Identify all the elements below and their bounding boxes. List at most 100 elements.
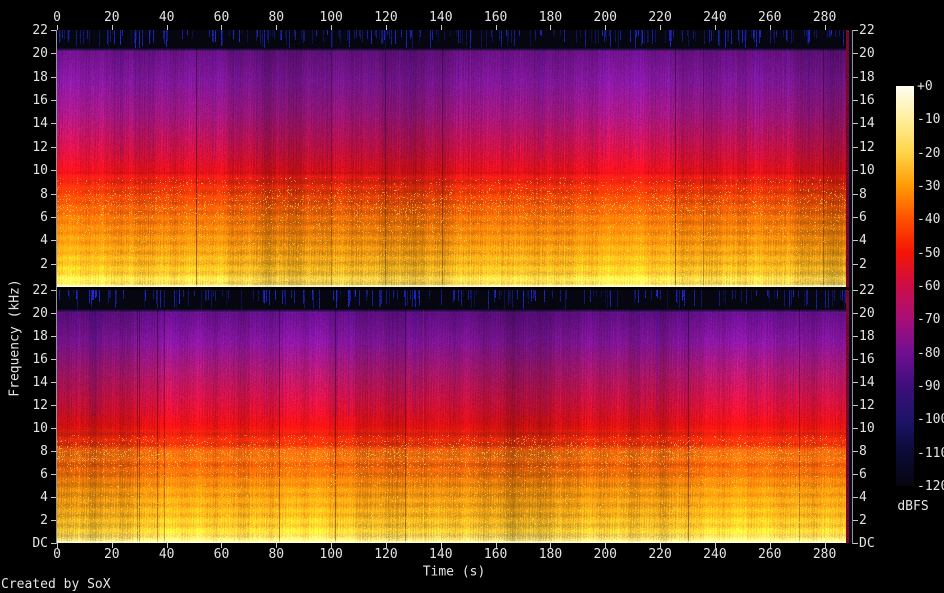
time-axis-tick-label: 280	[812, 547, 837, 562]
freq-axis-tick	[853, 290, 858, 291]
colorbar-tick-label: -70	[917, 312, 941, 328]
freq-axis-tick-label: 14	[859, 375, 875, 390]
freq-axis-tick	[51, 543, 56, 544]
freq-axis-tick-label: 2	[40, 513, 48, 528]
freq-axis-tick	[853, 451, 858, 452]
freq-axis-tick-label: 16	[32, 93, 48, 109]
freq-axis-tick-label: 6	[859, 209, 867, 225]
time-axis-tick	[550, 543, 552, 548]
time-axis-tick	[221, 543, 223, 548]
time-axis-tick-label: 0	[53, 547, 61, 562]
time-axis-tick	[57, 25, 58, 30]
time-axis-tick	[550, 25, 552, 30]
time-axis-tick	[440, 543, 442, 548]
freq-axis-tick	[51, 313, 56, 314]
freq-axis-tick	[853, 100, 858, 102]
time-axis-tick	[166, 25, 168, 30]
freq-axis-tick-label: 4	[40, 490, 48, 505]
freq-axis-tick-label: 6	[40, 467, 48, 482]
freq-axis-tick	[51, 193, 56, 195]
time-axis-tick-label: 0	[53, 10, 61, 25]
freq-axis-tick-label: 14	[859, 116, 875, 132]
freq-axis-tick-label: 12	[32, 398, 48, 413]
freq-axis-tick-label: 8	[859, 186, 867, 202]
time-axis-tick	[276, 25, 278, 30]
time-axis-tick-label: 140	[429, 547, 453, 562]
time-axis-tick-label: 80	[268, 547, 285, 562]
time-axis-tick-label: 280	[812, 10, 837, 25]
colorbar-tick-label: -110	[917, 445, 944, 461]
time-axis-tick	[769, 543, 771, 548]
time-axis-tick-label: 220	[648, 10, 672, 25]
freq-axis-tick-label: 20	[859, 46, 875, 62]
freq-axis-tick-label: 20	[32, 46, 48, 62]
freq-axis-tick	[853, 405, 858, 406]
freq-axis-tick	[853, 497, 858, 498]
time-axis-tick	[111, 543, 113, 548]
time-axis-tick-label: 80	[268, 10, 285, 25]
freq-axis-tick-label: 10	[32, 421, 48, 436]
colorbar-tick-label: -60	[917, 279, 941, 294]
time-axis-tick-label: 120	[374, 547, 398, 562]
time-axis-tick-label: 160	[483, 547, 508, 562]
freq-axis-tick	[51, 520, 56, 521]
freq-axis-tick	[51, 474, 56, 475]
freq-axis-tick-label: 16	[32, 352, 48, 367]
freq-axis-tick	[853, 146, 858, 148]
freq-axis-tick	[853, 193, 858, 195]
time-axis-tick-label: 140	[429, 10, 453, 25]
freq-axis-tick	[51, 170, 56, 172]
freq-axis-tick-label: 6	[40, 209, 48, 225]
freq-axis-tick-label: 20	[32, 306, 48, 321]
freq-axis-tick-label: 18	[859, 329, 875, 344]
time-axis-tick	[714, 543, 716, 548]
freq-axis-tick	[51, 497, 56, 498]
freq-axis-tick	[51, 263, 56, 265]
spectrogram-canvas-channel-2	[57, 290, 852, 543]
freq-axis-tick-label: 8	[40, 444, 48, 459]
freq-axis-tick	[853, 240, 858, 242]
time-axis-tick	[824, 543, 826, 548]
time-axis-tick-label: 200	[593, 547, 618, 562]
freq-axis-tick	[853, 543, 858, 544]
freq-axis-tick-label: 16	[859, 352, 875, 367]
freq-axis-tick-label: 22	[859, 23, 875, 38]
time-axis-tick	[440, 25, 442, 30]
freq-axis-tick-label: 6	[859, 467, 867, 482]
time-axis-tick	[331, 25, 333, 30]
freq-axis-tick-label: 4	[859, 233, 867, 249]
credit-text: Created by SoX	[1, 577, 111, 592]
time-axis-tick-label: 100	[319, 10, 343, 25]
time-axis-tick	[660, 25, 662, 30]
freq-axis-tick-label: 8	[859, 444, 867, 459]
freq-axis-tick	[853, 263, 858, 265]
time-axis-tick-label: 120	[374, 10, 398, 25]
time-axis-tick-label: 240	[703, 10, 727, 25]
freq-axis-tick-label: 4	[859, 490, 867, 505]
time-axis-tick-label: 220	[648, 547, 672, 562]
freq-axis-tick-label: 2	[859, 513, 867, 528]
time-axis-tick	[495, 543, 497, 548]
colorbar-tick-label: -100	[917, 412, 944, 428]
freq-axis-tick	[853, 359, 858, 360]
freq-axis-tick-label: 18	[859, 69, 875, 85]
time-axis-tick	[111, 25, 113, 30]
freq-axis-tick-label: 22	[859, 283, 875, 298]
freq-axis-tick-label: 4	[40, 233, 48, 249]
freq-axis-tick	[853, 382, 858, 383]
freq-axis-tick	[853, 216, 858, 218]
time-axis-tick	[57, 543, 58, 548]
freq-axis-tick	[51, 405, 56, 406]
freq-axis-tick	[51, 53, 56, 55]
time-axis-tick	[166, 543, 168, 548]
colorbar-tick-label: -80	[917, 345, 941, 361]
freq-axis-tick	[51, 76, 56, 78]
colorbar-tick-label: -90	[917, 379, 941, 394]
freq-axis-tick-label: 10	[859, 163, 875, 179]
freq-axis-tick-label: 2	[40, 256, 48, 272]
time-axis-tick	[660, 543, 662, 548]
freq-axis-tick	[853, 313, 858, 314]
freq-axis-tick	[51, 336, 56, 337]
freq-axis-tick	[51, 428, 56, 429]
time-axis-tick	[221, 25, 223, 30]
